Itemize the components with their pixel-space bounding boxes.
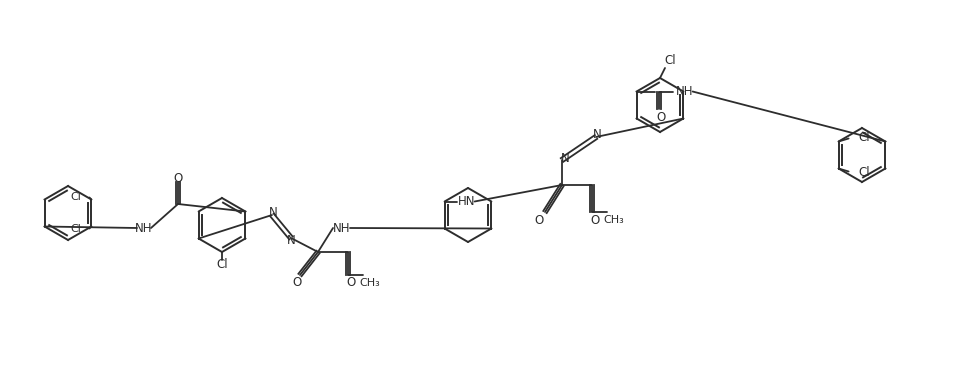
Text: O: O <box>591 213 599 226</box>
Text: O: O <box>346 276 356 290</box>
Text: N: N <box>561 153 570 165</box>
Text: NH: NH <box>676 85 693 98</box>
Text: N: N <box>593 129 601 141</box>
Text: Cl: Cl <box>665 54 676 68</box>
Text: HN: HN <box>457 195 476 208</box>
Text: Cl: Cl <box>858 131 870 144</box>
Text: O: O <box>534 213 544 226</box>
Text: Cl: Cl <box>70 225 81 234</box>
Text: Cl: Cl <box>216 258 228 272</box>
Text: O: O <box>174 171 182 184</box>
Text: Cl: Cl <box>858 166 870 179</box>
Text: O: O <box>656 111 666 124</box>
Text: NH: NH <box>135 222 152 234</box>
Text: NH: NH <box>333 222 351 234</box>
Text: Cl: Cl <box>70 192 81 201</box>
Text: N: N <box>269 207 277 219</box>
Text: CH₃: CH₃ <box>360 278 381 288</box>
Text: CH₃: CH₃ <box>603 215 624 225</box>
Text: O: O <box>292 276 302 290</box>
Text: N: N <box>287 234 295 246</box>
